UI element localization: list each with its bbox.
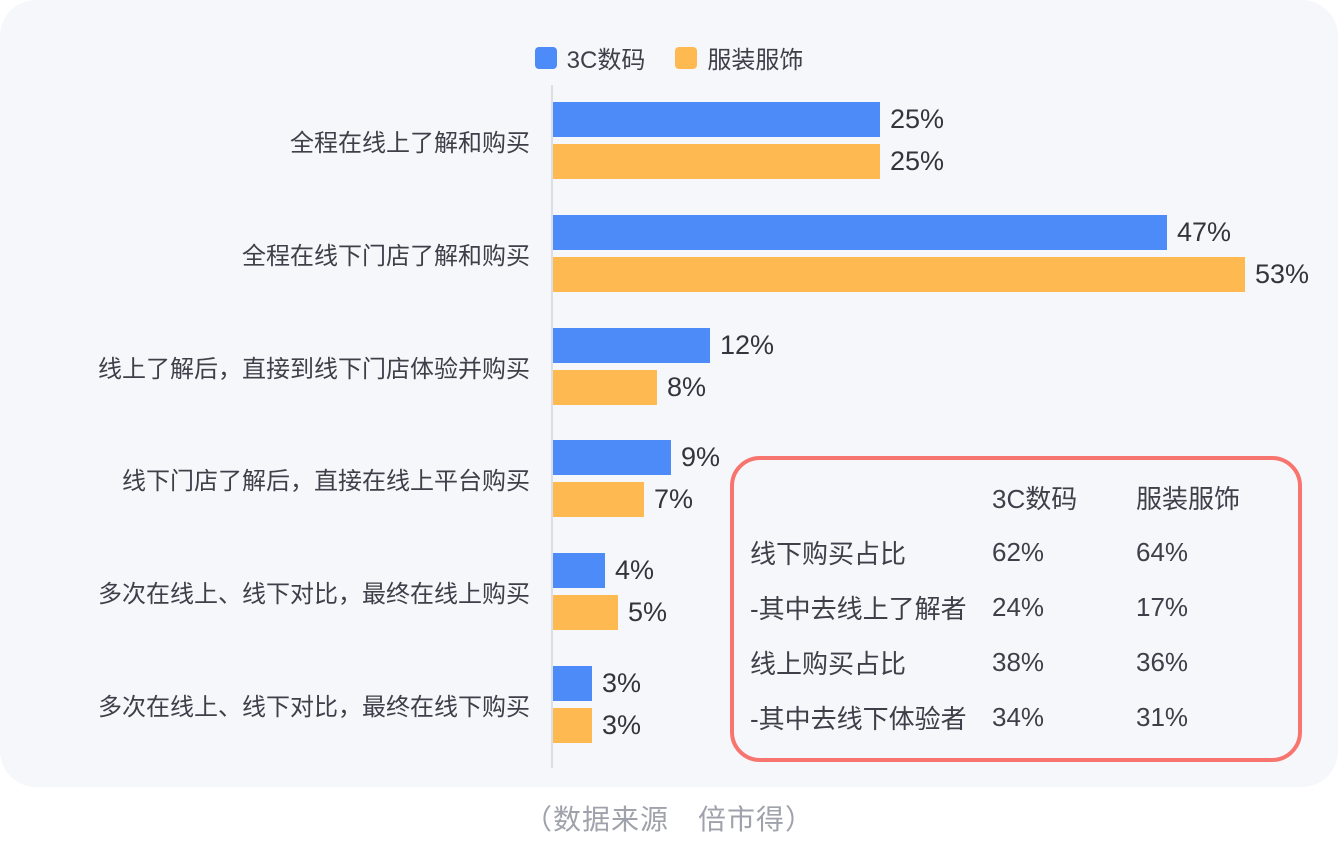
bar-value-label: 8% — [667, 372, 707, 402]
category-label: 线上了解后，直接到线下门店体验并购买 — [98, 356, 530, 383]
bar-value-label: 3% — [602, 668, 642, 698]
bar-apparel — [553, 482, 644, 517]
summary-row-value-apparel: 36% — [1136, 647, 1189, 677]
bar-value-label: 12% — [720, 330, 775, 360]
bar-value-label: 25% — [890, 104, 945, 134]
bar-3c — [553, 102, 880, 137]
summary-row-value-apparel: 64% — [1136, 537, 1189, 567]
bar-apparel — [553, 144, 880, 179]
legend-label-3c: 3C数码 — [566, 47, 646, 74]
y-axis-line — [551, 85, 553, 768]
summary-table-row: 线上购买占比 38% 36% — [750, 635, 1286, 690]
summary-row-label: 线下购买占比 — [750, 539, 907, 569]
category-label: 全程在线下门店了解和购买 — [242, 243, 530, 270]
summary-table-header-row: 3C数码 服装服饰 — [750, 470, 1286, 525]
summary-table-row: 线下购买占比 62% 64% — [750, 525, 1286, 580]
bar-value-label: 25% — [890, 146, 945, 176]
category-label: 线下门店了解后，直接在线上平台购买 — [122, 468, 530, 495]
chart-card: 3C数码 服装服饰 全程在线上了解和购买 25% 25% 全程在线下门店了解和购买 47… — [0, 40, 1338, 768]
bar-3c — [553, 328, 710, 363]
summary-table: 3C数码 服装服饰 线下购买占比 62% 64% -其中去线上了解者 24% 1… — [730, 456, 1302, 762]
category-label: 多次在线上、线下对比，最终在线下购买 — [98, 694, 530, 721]
bar-apparel — [553, 708, 592, 743]
category-label: 多次在线上、线下对比，最终在线上购买 — [98, 581, 530, 608]
bar-apparel — [553, 257, 1245, 292]
bar-3c — [553, 215, 1167, 250]
legend-item-apparel: 服装服饰 — [675, 40, 803, 75]
summary-header-apparel: 服装服饰 — [1136, 484, 1241, 514]
category-label: 全程在线上了解和购买 — [290, 130, 530, 157]
bar-value-label: 53% — [1255, 259, 1310, 289]
summary-row-value-3c: 38% — [992, 647, 1045, 677]
bar-3c — [553, 440, 671, 475]
bar-value-label: 7% — [654, 484, 694, 514]
bar-apparel — [553, 595, 618, 630]
summary-row-label: 线上购买占比 — [750, 649, 907, 679]
bar-3c — [553, 553, 605, 588]
summary-header-3c: 3C数码 — [992, 484, 1078, 514]
summary-table-row: -其中去线上了解者 24% 17% — [750, 580, 1286, 635]
bar-value-label: 3% — [602, 710, 642, 740]
legend-label-apparel: 服装服饰 — [707, 47, 804, 74]
bar-value-label: 5% — [628, 597, 668, 627]
summary-row-label: -其中去线下体验者 — [750, 704, 967, 734]
legend-swatch-blue-icon — [534, 46, 557, 69]
summary-row-value-3c: 62% — [992, 537, 1045, 567]
legend-swatch-orange-icon — [675, 46, 698, 69]
summary-row-label: -其中去线上了解者 — [750, 594, 967, 624]
data-source-note: （数据来源 倍市得） — [523, 804, 814, 835]
bar-apparel — [553, 370, 657, 405]
summary-table-row: -其中去线下体验者 34% 31% — [750, 690, 1286, 745]
summary-row-value-3c: 24% — [992, 592, 1045, 622]
bar-value-label: 4% — [615, 555, 655, 585]
legend-item-3c: 3C数码 — [534, 40, 646, 75]
bar-3c — [553, 666, 592, 701]
plot-area: 全程在线上了解和购买 25% 25% 全程在线下门店了解和购买 47% 53% 线上了解后，… — [98, 85, 1310, 768]
summary-row-value-apparel: 17% — [1136, 592, 1189, 622]
summary-row-value-apparel: 31% — [1136, 702, 1189, 732]
summary-row-value-3c: 34% — [992, 702, 1045, 732]
bar-value-label: 9% — [681, 442, 721, 472]
bar-value-label: 47% — [1177, 217, 1232, 247]
legend: 3C数码 服装服饰 — [0, 40, 1338, 75]
